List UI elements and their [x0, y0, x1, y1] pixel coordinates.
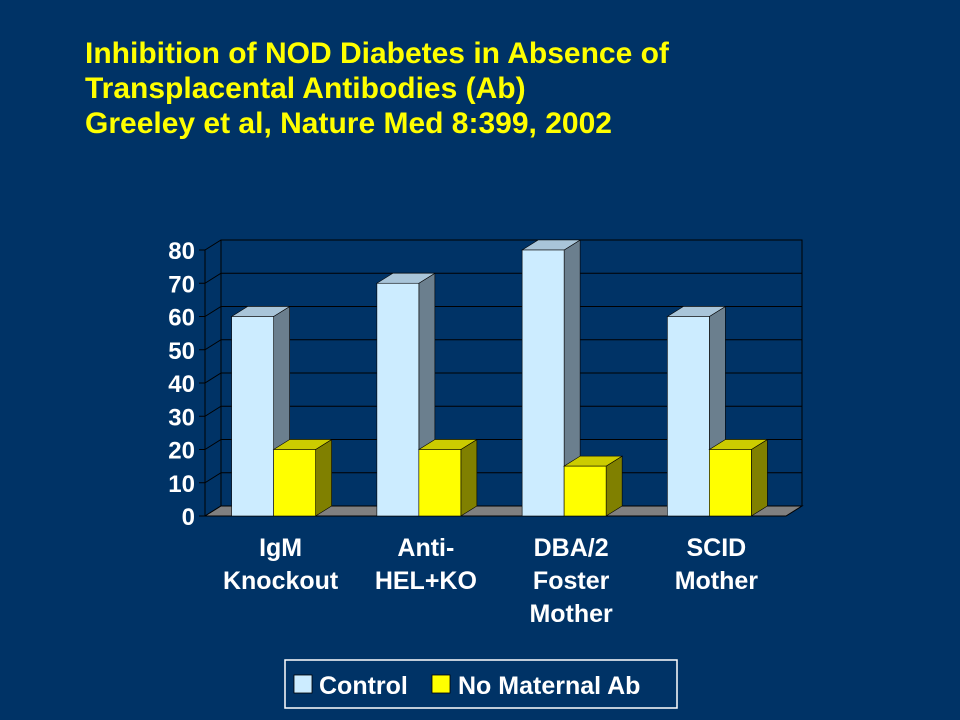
title-line-1: Inhibition of NOD Diabetes in Absence of — [85, 37, 669, 70]
bar-no-maternal-ab — [708, 438, 769, 517]
title-line-3: Greeley et al, Nature Med 8:399, 2002 — [85, 107, 612, 140]
bar-front — [376, 282, 420, 517]
legend-swatch — [293, 674, 313, 694]
legend-label: No Maternal Ab — [458, 672, 640, 700]
bar-front — [231, 316, 274, 517]
y-tick-label: 40 — [168, 371, 195, 398]
category-label: DBA/2 Foster Mother — [529, 534, 613, 628]
bar-front — [521, 249, 565, 517]
y-tick-label: 20 — [168, 438, 195, 465]
gridline — [204, 306, 802, 317]
category-label-line: SCID — [687, 534, 747, 562]
y-tick-label: 10 — [168, 471, 195, 498]
category-label-line: DBA/2 — [534, 534, 609, 562]
bars — [230, 239, 769, 517]
y-tick-label: 80 — [168, 238, 195, 265]
category-label: SCID Mother — [675, 534, 759, 595]
category-label-line: Mother — [529, 600, 613, 628]
legend-box — [284, 659, 678, 709]
y-tick-label: 70 — [168, 271, 195, 298]
y-tick-label: 50 — [168, 338, 195, 365]
bar-front — [709, 449, 752, 517]
y-tick-label: 30 — [168, 404, 195, 431]
bar-side — [315, 438, 332, 517]
bar-front — [667, 316, 710, 517]
category-label: Anti- HEL+KO — [375, 534, 477, 595]
bar-side — [751, 438, 768, 517]
legend-label: Control — [319, 672, 408, 700]
bar-front — [418, 449, 462, 517]
bar-control — [521, 239, 582, 517]
title-line-2: Transplacental Antibodies (Ab) — [85, 72, 526, 105]
category-label-line: Knockout — [223, 567, 339, 595]
bar-side — [605, 455, 623, 517]
gridline — [204, 339, 802, 351]
gridline — [204, 272, 802, 284]
bar-no-maternal-ab — [563, 455, 624, 517]
category-label-line: Mother — [675, 567, 759, 595]
gridline — [204, 372, 802, 384]
category-label: IgM Knockout — [223, 534, 339, 595]
category-label-line: IgM — [259, 534, 302, 562]
gridline — [204, 239, 802, 251]
legend-swatch — [431, 674, 451, 694]
legend: Control No Maternal Ab — [284, 659, 678, 709]
bar-control — [230, 305, 291, 517]
bar-side — [460, 438, 478, 517]
bar-no-maternal-ab — [272, 438, 333, 517]
y-tick-label: 60 — [168, 305, 195, 332]
y-tick-label: 0 — [182, 504, 195, 531]
category-label-line: HEL+KO — [375, 567, 477, 595]
bar-no-maternal-ab — [417, 438, 478, 517]
bar-front — [273, 449, 316, 517]
gridline — [204, 405, 802, 417]
gridline — [204, 439, 802, 450]
category-label-line: Anti- — [397, 534, 454, 562]
bar-front — [563, 465, 607, 517]
slide-title: Inhibition of NOD Diabetes in Absence of… — [85, 36, 669, 141]
category-label-line: Foster — [533, 567, 610, 595]
